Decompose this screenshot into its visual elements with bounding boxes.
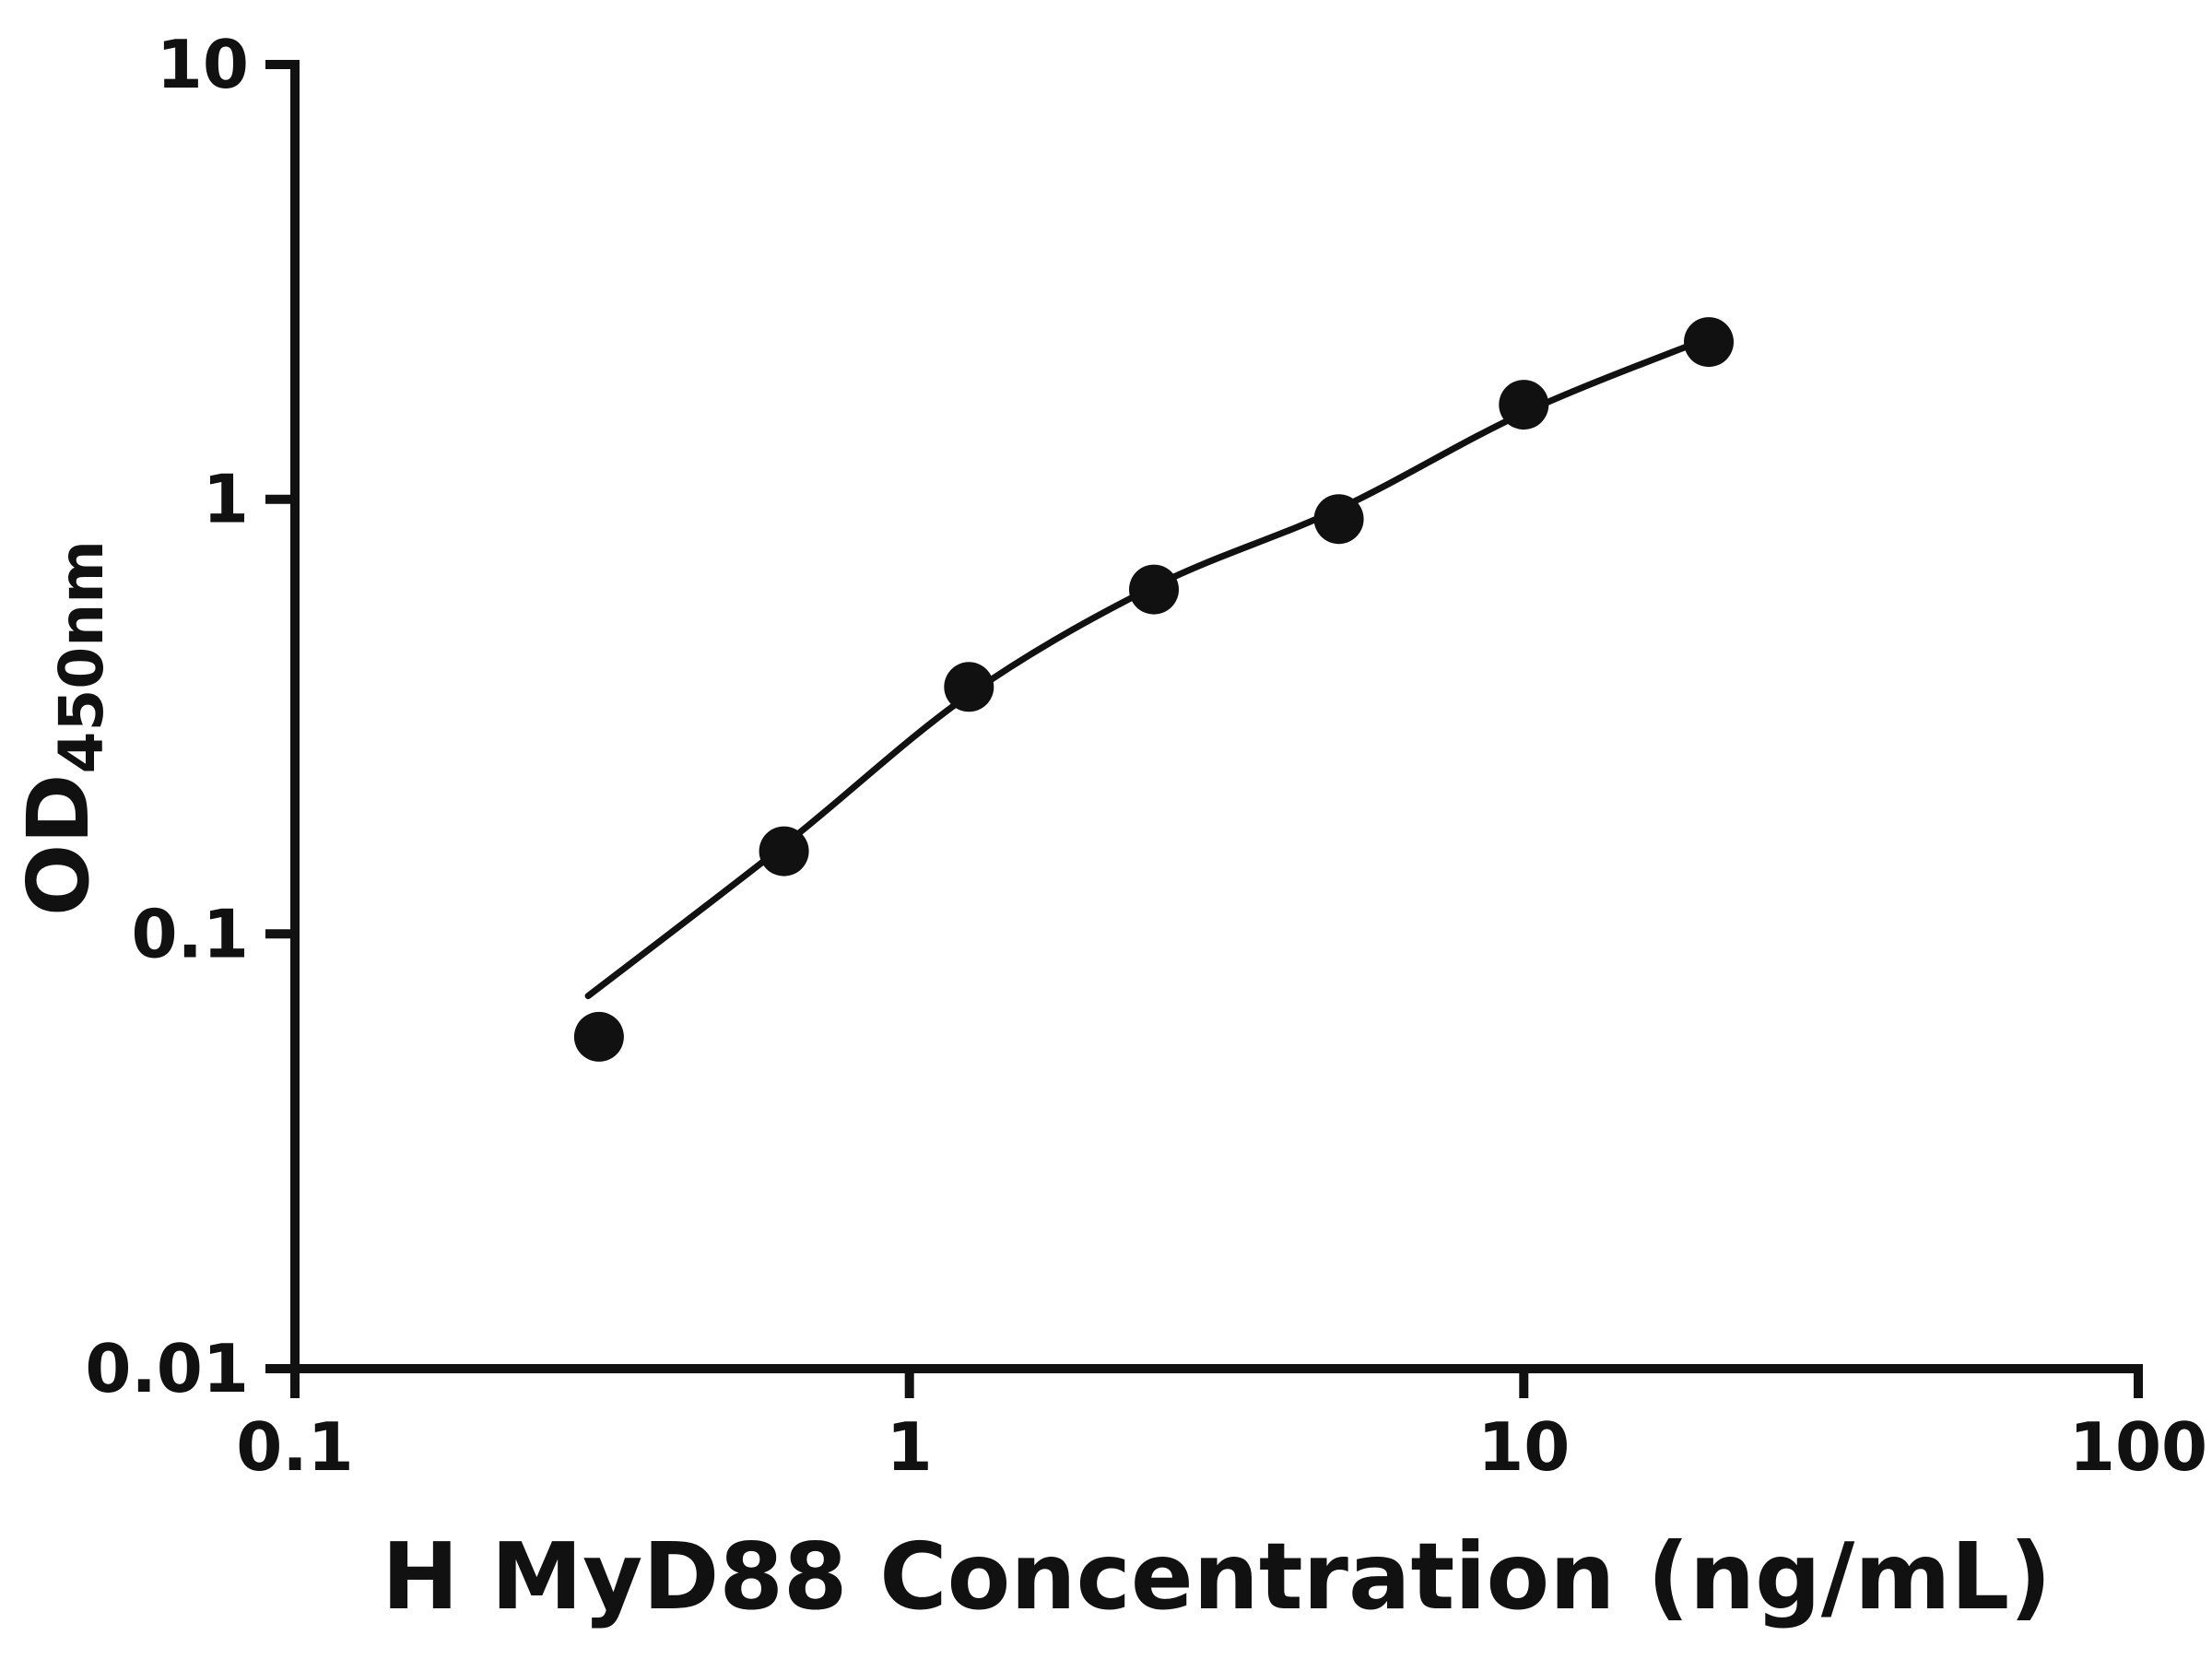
y-axis-title: OD450nm <box>9 540 117 916</box>
y-tick-label: 1 <box>203 461 249 538</box>
y-tick-label: 10 <box>157 26 249 103</box>
data-point <box>944 662 994 712</box>
x-tick-label: 0.1 <box>236 1408 354 1486</box>
x-tick-label: 10 <box>1477 1408 1570 1486</box>
y-tick-label: 0.01 <box>85 1330 249 1407</box>
data-point <box>1129 564 1179 615</box>
axes-spines <box>290 60 2143 1373</box>
x-tick-label: 1 <box>887 1408 933 1486</box>
data-point <box>1499 380 1549 430</box>
x-tick-label: 100 <box>2069 1408 2207 1486</box>
y-axis-title-sub: 450nm <box>46 540 117 774</box>
data-point <box>759 826 809 877</box>
fit-curve <box>584 335 1712 1000</box>
data-point <box>1684 317 1734 368</box>
y-tick-label: 0.1 <box>131 895 249 972</box>
x-axis-title: H MyD88 Concentration (ng/mL) <box>382 1523 2052 1630</box>
data-point <box>573 1011 624 1062</box>
data-point <box>1313 494 1364 545</box>
y-axis-title-main: OD <box>9 773 108 916</box>
